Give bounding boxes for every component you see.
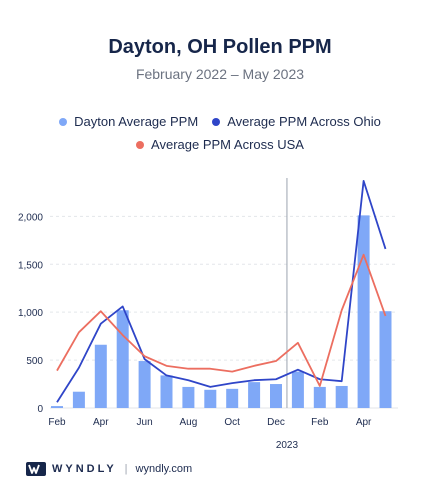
legend-item-ohio: Average PPM Across Ohio — [212, 114, 381, 129]
line-ohio — [56, 179, 387, 403]
line-series — [56, 179, 387, 403]
bar-dayton — [379, 311, 392, 408]
x-tick-label: Apr — [93, 417, 109, 428]
x-tick-label: Feb — [311, 417, 329, 428]
bar-dayton — [116, 310, 129, 408]
bar-dayton — [313, 386, 326, 408]
y-tick-label: 1,000 — [18, 308, 43, 319]
bar-dayton — [270, 384, 282, 408]
legend-swatch-dayton — [59, 117, 68, 126]
x-tick-label: Oct — [224, 417, 240, 428]
y-tick-label: 2,000 — [18, 212, 43, 223]
bar-dayton — [204, 389, 217, 408]
wyndly-logo-icon — [26, 462, 46, 476]
y-tick-label: 1,500 — [18, 260, 43, 271]
brand-name: WYNDLY — [52, 463, 117, 475]
x-tick-label: Aug — [180, 417, 198, 428]
footer-separator: | — [124, 463, 128, 475]
chart-title: Dayton, OH Pollen PPM — [108, 36, 332, 58]
x-tick-label: Dec — [267, 417, 285, 428]
axis-labels: 0 500 1,000 1,500 2,000 2023 Feb Apr Jun Aug Oct De… — [18, 212, 372, 451]
y-tick-label: 0 — [37, 404, 43, 415]
bar-dayton — [138, 361, 151, 408]
legend-label-dayton: Dayton Average PPM — [74, 114, 199, 129]
legend: Dayton Average PPM Average PPM Across Oh… — [0, 114, 440, 160]
x-tick-label: Apr — [356, 417, 372, 428]
bar-dayton — [291, 371, 304, 408]
bar-dayton — [160, 375, 173, 408]
legend-item-dayton: Dayton Average PPM — [59, 114, 198, 129]
bar-dayton — [357, 215, 370, 408]
bar-dayton — [248, 382, 261, 408]
bar-dayton — [182, 386, 195, 408]
bar-dayton — [72, 391, 85, 408]
legend-swatch-ohio — [212, 117, 221, 126]
bar-dayton — [226, 388, 239, 408]
year-label: 2023 — [276, 440, 299, 451]
legend-swatch-usa — [136, 140, 145, 149]
brand-url[interactable]: wyndly.com — [135, 463, 193, 475]
y-tick-label: 500 — [26, 356, 43, 367]
chart-subtitle: February 2022 – May 2023 — [135, 66, 305, 82]
bar-dayton — [51, 406, 63, 408]
bar-dayton — [335, 385, 348, 408]
bar-dayton — [94, 344, 107, 408]
x-tick-label: Jun — [137, 417, 153, 428]
x-tick-label: Feb — [48, 417, 66, 428]
legend-item-usa: Average PPM Across USA — [136, 137, 304, 152]
legend-label-ohio: Average PPM Across Ohio — [227, 114, 381, 129]
legend-label-usa: Average PPM Across USA — [151, 137, 304, 152]
footer: WYNDLY | wyndly.com — [26, 462, 192, 476]
line-usa — [56, 253, 387, 387]
